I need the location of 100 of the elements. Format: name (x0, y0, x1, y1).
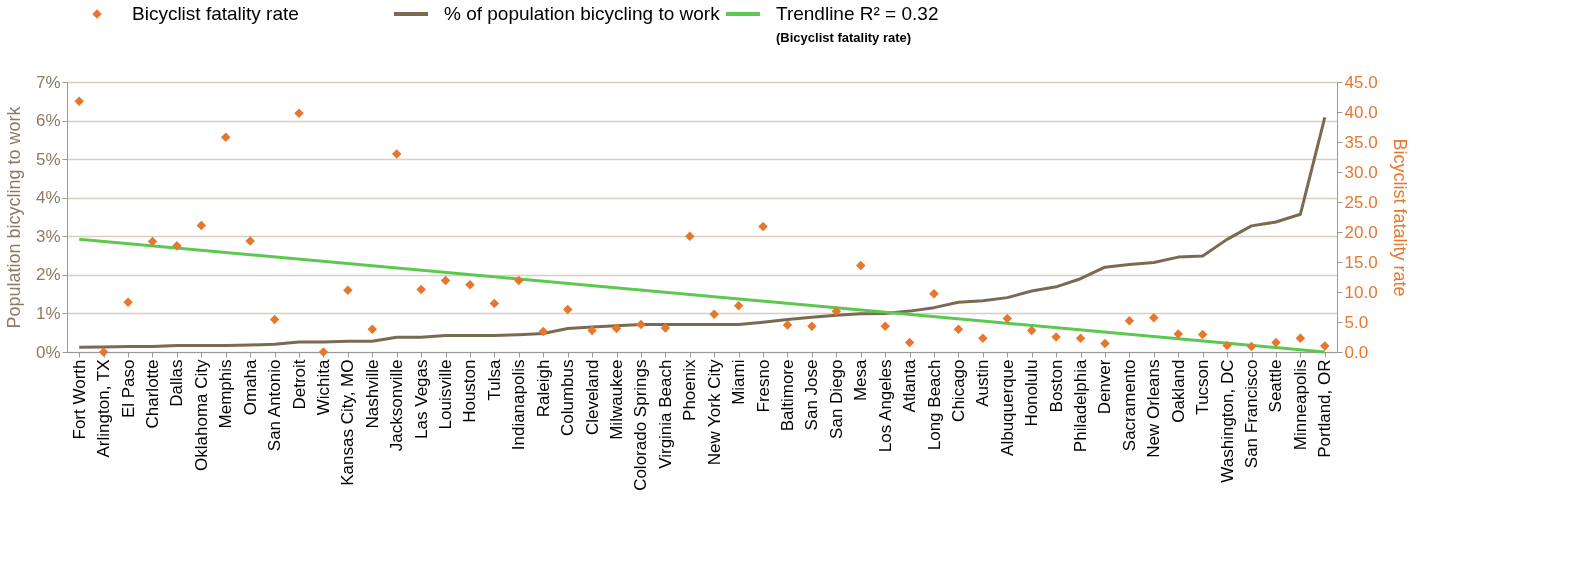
point (782, 320, 793, 330)
x-tick-label: Houston (460, 359, 480, 423)
point (1124, 316, 1135, 326)
x-tick-label: Denver (1095, 359, 1115, 415)
y2-tick-label: 40.0 (1344, 102, 1378, 122)
y2-tick-label: 25.0 (1344, 192, 1378, 212)
x-tick-label: Los Angeles (875, 359, 895, 453)
x-tick-label: Albuquerque (997, 359, 1017, 456)
y-tick-label: 4% (35, 188, 61, 208)
point (1075, 333, 1086, 343)
y-tick-label: 3% (35, 226, 61, 246)
x-tick-label: Milwaukee (607, 359, 627, 440)
y2-tick-label: 20.0 (1344, 222, 1378, 242)
point (1026, 325, 1037, 336)
point (1149, 313, 1159, 323)
point (1222, 340, 1232, 351)
point (538, 326, 548, 337)
y2-tick-label: 0.0 (1344, 342, 1369, 362)
point (318, 347, 329, 357)
x-tick-label: Honolulu (1022, 359, 1042, 427)
x-tick-label: El Paso (118, 359, 138, 419)
x-tick-label: San Antonio (265, 359, 285, 452)
point (196, 220, 207, 231)
x-tick-label: Fresno (753, 359, 773, 413)
point (269, 314, 280, 325)
x-tick-label: Phoenix (680, 359, 700, 421)
x-tick-label: Mesa (851, 358, 871, 402)
point (440, 275, 451, 286)
y2-tick-label: 15.0 (1344, 252, 1378, 272)
x-tick-label: Baltimore (777, 359, 797, 432)
y-tick-label: 2% (35, 265, 61, 285)
x-tick-label: Dallas (167, 359, 187, 407)
y2-tick-label: 35.0 (1344, 132, 1378, 152)
x-tick-label: Seattle (1266, 359, 1286, 413)
point (685, 231, 695, 241)
y-axis-title: Population bicycling to work (3, 105, 24, 329)
point (367, 324, 378, 334)
x-tick-label: Atlanta (900, 358, 920, 413)
x-tick-label: Las Vegas (411, 359, 431, 439)
point (978, 333, 988, 343)
point (489, 298, 500, 309)
x-tick-label: Nashville (362, 359, 382, 429)
x-tick-label: Omaha (240, 358, 260, 416)
x-tick-label: San Francisco (1242, 359, 1262, 469)
x-tick-label: Detroit (289, 359, 309, 410)
point (98, 347, 109, 357)
x-tick-label: Washington, DC (1217, 359, 1237, 483)
x-tick-label: Raleigh (533, 359, 553, 418)
point (147, 236, 158, 247)
point (1295, 333, 1306, 343)
point (660, 323, 671, 333)
text: (Bicyclist fatality rate) (776, 30, 912, 45)
point (1246, 341, 1257, 352)
x-tick-label: Kansas City, MO (338, 359, 358, 486)
x-tick-label: San Diego (826, 359, 846, 439)
y2-tick-label: 30.0 (1344, 162, 1378, 182)
x-tick-label: Oakland (1168, 359, 1188, 423)
x-tick-label: Virginia Beach (655, 359, 675, 469)
x-tick-label: Jacksonville (387, 359, 407, 452)
point (514, 275, 524, 286)
point (562, 304, 573, 315)
x-tick-label: Columbus (558, 359, 578, 437)
x-tick-label: Austin (973, 359, 993, 407)
legend-label: % of population bicycling to work (444, 3, 721, 24)
y2-tick-label: 5.0 (1344, 312, 1369, 332)
point (1271, 337, 1281, 348)
y-tick-label: 0% (35, 342, 61, 362)
x-tick-label: Fort Worth (69, 359, 89, 440)
x-tick-label: Cleveland (582, 359, 602, 436)
point (587, 325, 597, 336)
x-tick-label: Colorado Springs (631, 359, 651, 491)
point (880, 321, 890, 331)
legend-label: Trendline R² = 0.32 (776, 3, 939, 24)
point (1100, 338, 1110, 349)
x-tick-label: Portland, OR (1315, 359, 1335, 458)
point (221, 132, 231, 142)
x-tick-label: Chicago (948, 359, 968, 422)
point (636, 319, 646, 330)
point (856, 260, 866, 271)
point (172, 241, 182, 251)
x-tick-label: Indianapolis (509, 359, 529, 451)
point (391, 149, 402, 159)
y-tick-label: 5% (35, 149, 61, 169)
point (1002, 313, 1013, 324)
point (904, 337, 915, 348)
point (611, 323, 622, 334)
x-tick-label: Tulsa (484, 358, 504, 401)
point (709, 309, 719, 319)
y-tick-label: 6% (35, 111, 61, 131)
x-tick-label: Miami (729, 359, 749, 405)
x-tick-label: Charlotte (142, 359, 162, 429)
x-tick-label: Tucson (1193, 359, 1213, 415)
x-tick-label: Oklahoma City (191, 359, 211, 471)
point (74, 96, 84, 106)
point (758, 221, 768, 232)
x-tick-label: Sacramento (1119, 359, 1139, 452)
legend-label: Bicyclist fatality rate (132, 3, 299, 24)
y-tick-label: 7% (35, 72, 61, 92)
x-tick-label: Minneapolis (1290, 359, 1310, 451)
point (831, 306, 842, 316)
